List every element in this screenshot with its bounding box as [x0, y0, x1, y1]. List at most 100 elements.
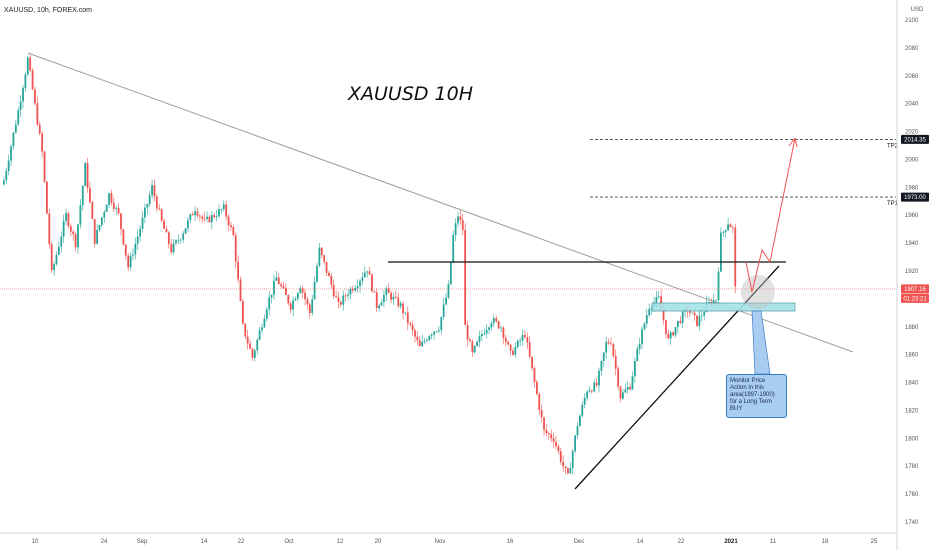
candle — [316, 262, 318, 284]
candle-body — [139, 228, 142, 237]
candle-body — [359, 280, 361, 287]
candle-body — [287, 295, 290, 304]
candle — [576, 421, 579, 440]
candle-body — [715, 300, 718, 301]
candle-body — [103, 211, 106, 218]
candle — [578, 413, 581, 427]
candle — [289, 301, 292, 314]
candle-body — [72, 231, 75, 235]
candle — [454, 218, 457, 242]
candle — [602, 352, 605, 368]
candle — [144, 203, 146, 224]
candle — [485, 324, 488, 339]
candle — [533, 365, 536, 388]
candle-body — [717, 271, 720, 301]
candle — [674, 326, 677, 338]
candle — [638, 337, 641, 355]
candle-body — [29, 57, 32, 71]
currency-label: USD — [911, 7, 924, 13]
candle-body — [524, 335, 526, 338]
candle-body — [12, 132, 15, 147]
candle — [435, 330, 438, 333]
candle-body — [564, 466, 567, 469]
candle — [127, 252, 130, 272]
candle-body — [545, 429, 548, 434]
candle — [610, 337, 612, 346]
candle-body — [583, 397, 586, 405]
candle-body — [650, 308, 653, 309]
candle — [559, 447, 562, 465]
candle-body — [50, 244, 53, 270]
candle — [636, 345, 639, 362]
candle — [120, 212, 122, 236]
candle — [731, 225, 734, 234]
candle — [581, 401, 584, 418]
candle — [141, 211, 144, 233]
candle-body — [194, 211, 196, 216]
candle — [273, 274, 275, 300]
candle — [93, 218, 96, 248]
candle-body — [146, 204, 149, 208]
candle — [535, 379, 538, 396]
candle-body — [77, 224, 79, 248]
candle-body — [304, 292, 306, 300]
candle — [249, 339, 251, 350]
candle — [371, 273, 373, 294]
candle — [91, 200, 94, 220]
candle-body — [31, 70, 34, 90]
candle — [232, 224, 235, 236]
candle-body — [734, 227, 737, 287]
candle-body — [533, 368, 536, 382]
candle — [526, 332, 529, 350]
candle — [399, 300, 402, 309]
candle — [246, 329, 249, 350]
candle-body — [538, 394, 541, 410]
candle — [189, 213, 192, 223]
candle — [469, 337, 471, 342]
candle — [693, 310, 696, 321]
time-tick-label: 2021 — [724, 539, 738, 545]
candle-body — [127, 255, 130, 268]
candle — [593, 379, 596, 393]
candle — [339, 299, 342, 308]
candle-body — [196, 211, 199, 216]
target-label: TP1 — [887, 201, 899, 207]
candle — [194, 206, 196, 222]
candle-body — [175, 240, 177, 244]
candle — [385, 286, 388, 302]
candle-body — [34, 89, 36, 104]
candle-body — [696, 315, 698, 326]
candle-body — [612, 344, 615, 356]
time-tick-label: Dec — [574, 539, 585, 545]
candle — [26, 55, 29, 76]
candle-body — [246, 336, 249, 344]
candle-body — [688, 310, 691, 313]
candle-body — [234, 235, 237, 262]
candle-body — [531, 356, 533, 369]
candle — [296, 292, 299, 302]
candle — [476, 340, 479, 347]
candle — [657, 290, 660, 299]
candle-body — [261, 327, 263, 331]
candle-body — [423, 340, 426, 342]
candle — [222, 200, 225, 212]
candle — [335, 290, 338, 298]
candle — [301, 286, 304, 299]
candle — [292, 296, 294, 317]
candle — [134, 237, 137, 260]
candle — [60, 231, 63, 253]
time-tick-label: 22 — [678, 539, 685, 545]
candle — [77, 223, 79, 255]
candle-body — [132, 254, 134, 256]
candle — [313, 275, 316, 300]
candle-body — [481, 333, 483, 337]
candle-body — [225, 204, 228, 217]
candle — [512, 347, 514, 356]
candle — [3, 176, 5, 186]
candle — [724, 229, 727, 238]
countdown-badge — [901, 293, 929, 303]
candle-body — [665, 320, 667, 334]
candle — [607, 338, 610, 345]
candle — [679, 316, 682, 325]
